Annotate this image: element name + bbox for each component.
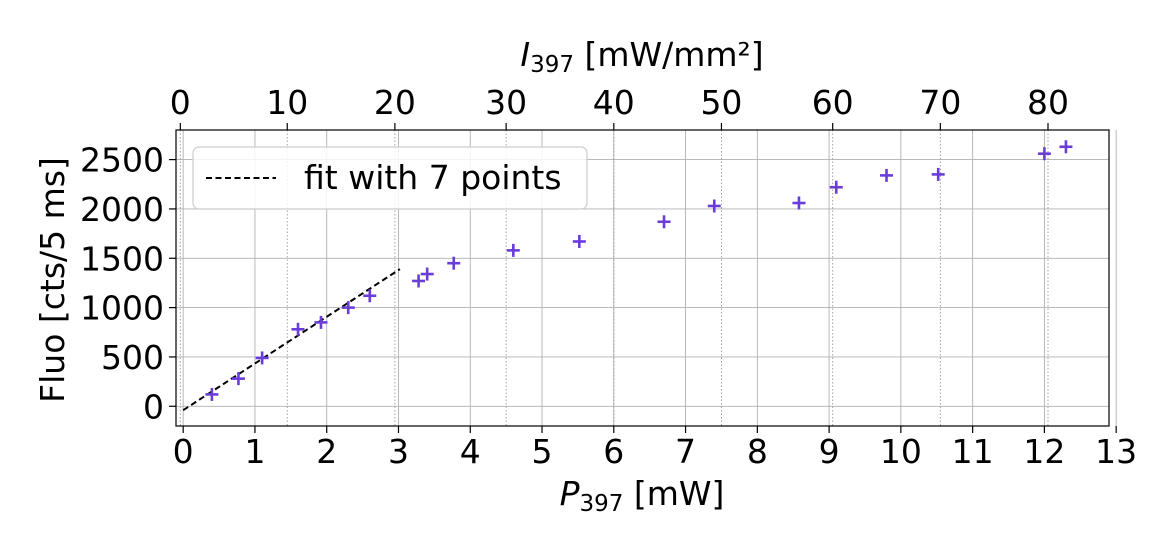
x-axis-label-sub: 397 xyxy=(579,491,623,517)
y-tick-label: 0 xyxy=(143,387,164,426)
x-axis-label-unit: [mW] xyxy=(623,474,724,513)
y-axis-label: Fluo [cts/5 ms] xyxy=(33,157,72,403)
x-axis-label: P397 [mW] xyxy=(560,474,725,517)
data-point xyxy=(341,301,355,315)
data-point xyxy=(231,372,245,386)
x-tick-label: 8 xyxy=(747,432,768,471)
legend: fit with 7 points xyxy=(192,146,588,210)
data-point xyxy=(412,274,426,288)
top-tick-label: 20 xyxy=(374,83,416,122)
top-axis-ticks: 0 10 20 30 40 50 60 70 80 xyxy=(170,83,1069,130)
y-tick-label: 1500 xyxy=(80,239,164,278)
top-tick-label: 30 xyxy=(485,83,527,122)
legend-box xyxy=(192,146,588,210)
y-tick-label: 2500 xyxy=(80,141,164,180)
x-tick-label: 7 xyxy=(675,432,696,471)
top-tick-label: 50 xyxy=(700,83,742,122)
x-tick-label: 1 xyxy=(244,432,265,471)
data-point xyxy=(572,234,586,248)
top-axis-label-unit: [mW/mm²] xyxy=(574,35,764,74)
x-tick-label: 5 xyxy=(532,432,553,471)
x-tick-label: 12 xyxy=(1023,432,1065,471)
data-points xyxy=(205,140,1073,401)
data-point xyxy=(447,256,461,270)
top-tick-label: 60 xyxy=(812,83,854,122)
y-axis-ticks: 0 500 1000 1500 2000 2500 xyxy=(80,141,176,426)
x-tick-label: 3 xyxy=(388,432,409,471)
x-tick-label: 0 xyxy=(173,432,194,471)
plot-frame xyxy=(175,129,1110,427)
top-tick-label: 80 xyxy=(1027,83,1069,122)
data-point xyxy=(1037,147,1051,161)
x-tick-label: 11 xyxy=(952,432,994,471)
y-tick-label: 1000 xyxy=(80,289,164,328)
data-point xyxy=(931,167,945,181)
top-axis-label-var: I xyxy=(520,35,530,74)
x-axis-label-var: P xyxy=(560,474,580,513)
top-tick-label: 40 xyxy=(593,83,635,122)
data-point xyxy=(880,168,894,182)
data-point xyxy=(1059,140,1073,154)
legend-label: fit with 7 points xyxy=(304,158,562,197)
data-point xyxy=(792,196,806,210)
top-axis-label-sub: 397 xyxy=(530,52,574,78)
data-point xyxy=(363,289,377,303)
top-tick-label: 10 xyxy=(266,83,308,122)
x-axis-ticks: 0 1 2 3 4 5 6 7 8 9 10 11 12 13 xyxy=(173,426,1137,471)
data-point xyxy=(657,215,671,229)
data-point xyxy=(829,180,843,194)
y-tick-label: 2000 xyxy=(80,190,164,229)
fit-line xyxy=(182,268,401,412)
y-tick-label: 500 xyxy=(101,338,164,377)
x-tick-label: 9 xyxy=(819,432,840,471)
data-point xyxy=(707,199,721,213)
fit-line-layer xyxy=(182,268,401,412)
x-tick-label: 4 xyxy=(460,432,481,471)
data-point xyxy=(420,267,434,281)
data-point xyxy=(291,322,305,336)
top-tick-label: 70 xyxy=(919,83,961,122)
data-point xyxy=(314,315,328,329)
data-point xyxy=(506,243,520,257)
data-point xyxy=(255,351,269,365)
x-tick-label: 2 xyxy=(316,432,337,471)
top-axis-label: I397 [mW/mm²] xyxy=(520,35,763,78)
data-point xyxy=(205,387,219,401)
x-tick-label: 10 xyxy=(880,432,922,471)
x-tick-label: 13 xyxy=(1095,432,1137,471)
x-tick-label: 6 xyxy=(603,432,624,471)
top-tick-label: 0 xyxy=(170,83,191,122)
